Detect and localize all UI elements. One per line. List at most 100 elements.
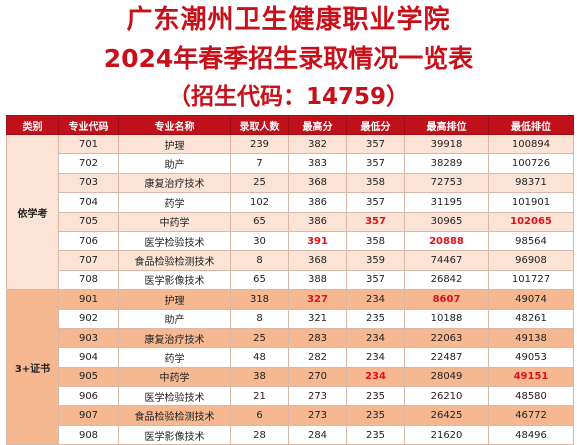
max-rank-cell: 30965 <box>404 211 489 232</box>
major-name-cell: 康复治疗技术 <box>118 172 231 194</box>
min-score-cell: 359 <box>346 250 405 271</box>
max-rank-cell: 26425 <box>404 405 489 426</box>
header-max-rank: 最高排位 <box>404 115 489 135</box>
min-score-cell: 357 <box>346 192 405 213</box>
max-rank-cell: 31195 <box>404 192 489 213</box>
category-cell: 依学考 <box>6 133 59 291</box>
major-code-cell: 908 <box>58 424 119 445</box>
min-score-cell: 358 <box>346 230 405 252</box>
major-name-cell: 药学 <box>118 192 231 213</box>
page-subtitle: 2024年春季招生录取情况一览表 <box>103 44 474 73</box>
min-rank-cell: 48580 <box>488 386 574 407</box>
min-rank-cell: 98564 <box>488 230 574 252</box>
admitted-count-cell: 239 <box>230 133 289 155</box>
header-major-name: 专业名称 <box>118 115 231 135</box>
major-code-cell: 705 <box>58 211 119 232</box>
min-score-cell: 357 <box>346 133 405 155</box>
table-row: 依学考 701 护理 239 382 357 39918 100894 <box>6 133 574 291</box>
table-row: 905 中药学 38 270 234 28049 49151 <box>7 366 574 388</box>
header-max-score: 最高分 <box>288 115 347 135</box>
min-rank-cell: 48261 <box>488 308 574 329</box>
min-rank-cell: 49151 <box>488 366 574 388</box>
major-name-cell: 医学检验技术 <box>118 386 231 407</box>
min-score-cell: 357 <box>346 153 405 174</box>
min-score-cell: 235 <box>346 386 405 407</box>
max-rank-cell: 20888 <box>404 230 489 252</box>
min-rank-cell: 46772 <box>488 405 574 426</box>
major-code-cell: 703 <box>58 172 119 194</box>
max-score-cell: 368 <box>288 172 347 194</box>
table-row: 705 中药学 65 386 357 30965 102065 <box>7 211 574 232</box>
min-score-cell: 358 <box>346 172 405 194</box>
major-name-cell: 助产 <box>118 308 231 329</box>
table-row: 704 药学 102 386 357 31195 101901 <box>7 192 574 213</box>
table-row: 903 康复治疗技术 25 283 234 22063 49138 <box>7 327 574 349</box>
table-row: 907 食品检验检测技术 6 273 235 26425 46772 <box>7 405 574 426</box>
admitted-count-cell: 21 <box>230 386 289 407</box>
table-row: 902 助产 8 321 235 10188 48261 <box>7 308 574 329</box>
header-min-score: 最低分 <box>346 115 405 135</box>
max-rank-cell: 10188 <box>404 308 489 329</box>
min-rank-cell: 100726 <box>488 153 574 174</box>
major-code-cell: 707 <box>58 250 119 271</box>
admitted-count-cell: 28 <box>230 424 289 445</box>
admitted-count-cell: 30 <box>230 230 289 252</box>
major-name-cell: 医学影像技术 <box>118 424 231 445</box>
min-score-cell: 234 <box>346 327 405 349</box>
min-score-cell: 234 <box>346 347 405 368</box>
min-rank-cell: 102065 <box>488 211 574 232</box>
min-score-cell: 357 <box>346 211 405 232</box>
major-code-cell: 905 <box>58 366 119 388</box>
highlighted-value: 102065 <box>510 216 552 228</box>
major-code-cell: 904 <box>58 347 119 368</box>
admitted-count-cell: 65 <box>230 211 289 232</box>
highlighted-value: 20888 <box>429 235 464 247</box>
highlighted-value: 327 <box>307 293 328 305</box>
min-rank-cell: 101727 <box>488 269 574 291</box>
highlighted-value: 391 <box>307 235 328 247</box>
admitted-count-cell: 8 <box>230 250 289 271</box>
min-score-cell: 235 <box>346 405 405 426</box>
table-row: 707 食品检验检测技术 8 368 359 74467 96908 <box>7 250 574 271</box>
major-code-cell: 704 <box>58 192 119 213</box>
min-score-cell: 235 <box>346 308 405 329</box>
admitted-count-cell: 8 <box>230 308 289 329</box>
major-name-cell: 护理 <box>118 289 231 310</box>
max-score-cell: 386 <box>288 192 347 213</box>
max-rank-cell: 8607 <box>404 289 489 310</box>
major-name-cell: 康复治疗技术 <box>118 327 231 349</box>
table-row: 906 医学检验技术 21 273 235 26210 48580 <box>7 386 574 407</box>
header-min-rank: 最低排位 <box>488 115 574 135</box>
min-score-cell: 357 <box>346 269 405 291</box>
table-row: 702 助产 7 383 357 38289 100726 <box>7 153 574 174</box>
major-name-cell: 护理 <box>118 133 231 155</box>
major-name-cell: 医学检验技术 <box>118 230 231 252</box>
header-row: 类别 专业代码 专业名称 录取人数 最高分 最低分 最高排位 最低排位 <box>6 115 574 135</box>
min-rank-cell: 49074 <box>488 289 574 310</box>
admitted-count-cell: 48 <box>230 347 289 368</box>
max-score-cell: 282 <box>288 347 347 368</box>
max-score-cell: 368 <box>288 250 347 271</box>
header-major-code: 专业代码 <box>58 115 119 135</box>
table-row: 908 医学影像技术 28 284 235 21620 48496 <box>7 424 574 445</box>
min-rank-cell: 101901 <box>488 192 574 213</box>
header-admitted: 录取人数 <box>230 115 289 135</box>
max-score-cell: 273 <box>288 386 347 407</box>
major-code-cell: 706 <box>58 230 119 252</box>
major-name-cell: 药学 <box>118 347 231 368</box>
max-rank-cell: 74467 <box>404 250 489 271</box>
highlighted-value: 8607 <box>432 293 461 305</box>
admitted-count-cell: 25 <box>230 172 289 194</box>
min-score-cell: 234 <box>346 289 405 310</box>
min-rank-cell: 48496 <box>488 424 574 445</box>
max-score-cell: 283 <box>288 327 347 349</box>
major-code-cell: 708 <box>58 269 119 291</box>
table-row: 706 医学检验技术 30 391 358 20888 98564 <box>7 230 574 252</box>
enrollment-code: （招生代码：14759） <box>167 84 410 110</box>
max-rank-cell: 21620 <box>404 424 489 445</box>
major-name-cell: 医学影像技术 <box>118 269 231 291</box>
min-rank-cell: 98371 <box>488 172 574 194</box>
max-score-cell: 386 <box>288 211 347 232</box>
max-score-cell: 284 <box>288 424 347 445</box>
admitted-count-cell: 6 <box>230 405 289 426</box>
